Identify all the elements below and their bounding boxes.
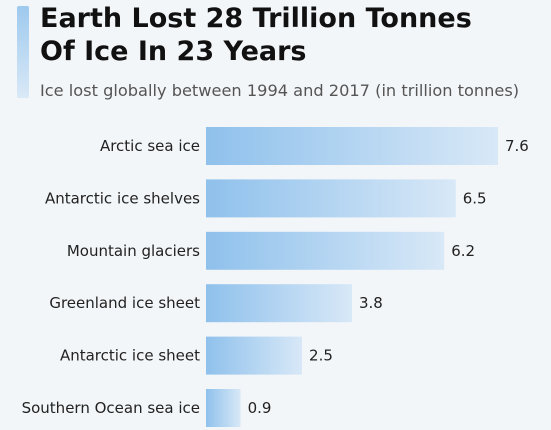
category-label: Antarctic ice sheet (60, 347, 200, 365)
value-label: 7.6 (505, 137, 529, 155)
bars-layer: Arctic sea ice 7.6 Antarctic ice shelves 6.… (22, 127, 529, 427)
category-label: Arctic sea ice (100, 137, 200, 155)
category-label: Mountain glaciers (67, 242, 200, 260)
value-label: 3.8 (359, 294, 383, 312)
value-label: 2.5 (309, 347, 333, 365)
bar-mountain-glaciers (206, 231, 445, 270)
chart-title-line-2: Of Ice In 23 Years (40, 36, 307, 67)
bar-arctic-sea-ice (206, 127, 498, 165)
value-label: 0.9 (248, 399, 272, 417)
value-label: 6.2 (451, 242, 475, 260)
category-label: Greenland ice sheet (49, 294, 200, 312)
bar-antarctic-ice-shelves (206, 179, 456, 218)
chart-subtitle: Ice lost globally between 1994 and 2017 … (40, 81, 520, 100)
bar-southern-ocean-sea-ice (206, 389, 241, 427)
bar-greenland-ice-sheet (206, 284, 352, 323)
chart-title: Earth Lost 28 Trillion Tonnes Of Ice In … (40, 2, 545, 68)
title-accent-bar (17, 6, 29, 98)
bar-antarctic-ice-sheet (206, 336, 303, 375)
chart-title-line-1: Earth Lost 28 Trillion Tonnes (40, 3, 472, 34)
category-label: Antarctic ice shelves (45, 189, 200, 207)
category-label: Southern Ocean sea ice (22, 399, 200, 417)
value-label: 6.5 (463, 189, 487, 207)
